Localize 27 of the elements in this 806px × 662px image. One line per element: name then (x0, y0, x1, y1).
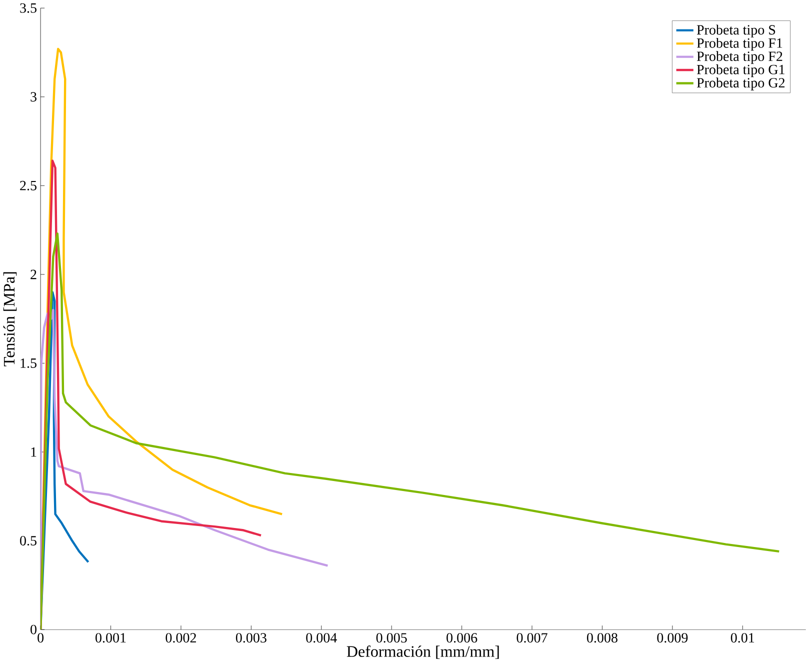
x-tick-label: 0.004 (306, 632, 337, 642)
y-tick-label: 1 (31, 447, 36, 456)
legend-label: Probeta tipo G1 (696, 64, 784, 78)
y-tick-label: 3 (30, 92, 36, 102)
y-axis-title: Tensión [MPa] (3, 272, 17, 366)
line-series (40, 290, 90, 630)
x-tick-label: 0.001 (96, 632, 126, 642)
y-tick-label: 2.5 (20, 180, 36, 190)
x-tick-label: 0 (38, 632, 44, 642)
x-tick-label: 0.002 (166, 632, 196, 642)
legend-label: Probeta tipo G2 (696, 78, 785, 90)
legend-label: Probeta tipo S (696, 24, 776, 38)
legend-label: Probeta tipo F2 (696, 51, 782, 64)
y-tick-label: 3.5 (20, 3, 36, 13)
x-axis-title: Deformación [mm/mm] (346, 645, 499, 659)
y-tick-label: 1.5 (20, 358, 36, 368)
legend-label: Probeta tipo F1 (696, 38, 782, 51)
x-tick-label: 0.003 (236, 632, 266, 642)
x-tick-label: 0.01 (730, 632, 754, 642)
x-tick-label: 0.006 (446, 632, 478, 642)
y-tick-label: 0 (30, 624, 36, 634)
y-tick-label: 2 (30, 270, 36, 279)
x-tick-label: 0.005 (376, 632, 407, 642)
x-tick-label: 0.008 (586, 632, 618, 642)
x-tick-label: 0.007 (516, 632, 548, 642)
y-tick-label: 0.5 (20, 536, 36, 546)
x-tick-label: 0.009 (657, 632, 688, 642)
